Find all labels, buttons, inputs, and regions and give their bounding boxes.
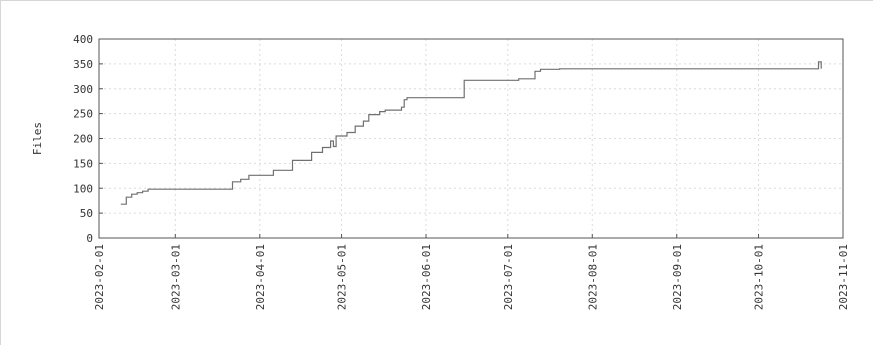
- x-tick-label: 2023-04-01: [254, 244, 267, 310]
- x-tick-label: 2023-02-01: [93, 244, 106, 310]
- x-tick-label: 2023-09-01: [671, 244, 684, 310]
- y-tick-label: 0: [86, 232, 93, 245]
- x-tick-label: 2023-06-01: [420, 244, 433, 310]
- y-tick-label: 100: [73, 182, 93, 195]
- grid: [99, 39, 843, 238]
- y-tick-label: 300: [73, 83, 93, 96]
- x-tick-label: 2023-10-01: [753, 244, 766, 310]
- y-tick-label: 250: [73, 108, 93, 121]
- y-tick-label: 400: [73, 33, 93, 46]
- axis-ticks: [98, 38, 844, 239]
- x-tick-labels: 2023-02-01 2023-03-01 2023-04-01 2023-05-01…: [93, 244, 850, 310]
- x-tick-label: 2023-08-01: [586, 244, 599, 310]
- series-line-files: [120, 61, 822, 205]
- y-tick-label: 150: [73, 157, 93, 170]
- x-tick-label: 2023-11-01: [837, 244, 850, 310]
- y-axis-label: Files: [31, 122, 44, 155]
- y-tick-label: 50: [80, 207, 93, 220]
- y-tick-label: 350: [73, 58, 93, 71]
- x-tick-label: 2023-07-01: [502, 244, 515, 310]
- y-tick-labels: 0 50 100 150 200 250 300 350 400: [73, 33, 93, 245]
- x-tick-label: 2023-05-01: [336, 244, 349, 310]
- x-tick-label: 2023-03-01: [169, 244, 182, 310]
- y-tick-label: 200: [73, 133, 93, 146]
